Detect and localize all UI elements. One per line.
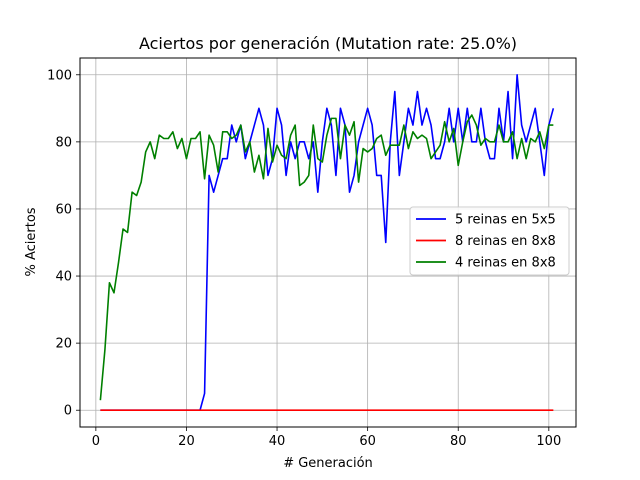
y-axis: 0 20 40 60 80 100 bbox=[47, 68, 80, 419]
x-tick-label: 40 bbox=[269, 434, 286, 449]
legend: 5 reinas en 5x5 8 reinas en 8x8 4 reinas e… bbox=[409, 206, 570, 276]
y-tick-label: 100 bbox=[47, 68, 72, 83]
y-tick-label: 0 bbox=[64, 404, 72, 419]
legend-label-2: 8 reinas en 8x8 bbox=[455, 234, 556, 249]
series-line-3 bbox=[99, 114, 554, 401]
y-axis-label: % Aciertos bbox=[24, 207, 39, 276]
chart-title: Aciertos por generación (Mutation rate: … bbox=[139, 34, 517, 53]
legend-label-3: 4 reinas en 8x8 bbox=[455, 256, 556, 271]
plot-frame bbox=[79, 57, 577, 428]
legend-label-1: 5 reinas en 5x5 bbox=[455, 213, 556, 228]
y-tick-label: 20 bbox=[55, 337, 72, 352]
x-tick-label: 20 bbox=[178, 434, 195, 449]
y-tick-label: 80 bbox=[55, 135, 72, 150]
x-tick-label: 80 bbox=[450, 434, 467, 449]
y-tick-label: 60 bbox=[55, 202, 72, 217]
y-tick-label: 40 bbox=[55, 270, 72, 285]
x-tick-label: 60 bbox=[359, 434, 376, 449]
x-tick-label: 0 bbox=[92, 434, 100, 449]
x-tick-label: 100 bbox=[536, 434, 561, 449]
series-lines bbox=[99, 73, 555, 412]
x-axis-label: # Generación bbox=[283, 456, 373, 471]
legend-box bbox=[409, 206, 570, 276]
x-axis: 0 20 40 60 80 100 bbox=[92, 427, 561, 449]
